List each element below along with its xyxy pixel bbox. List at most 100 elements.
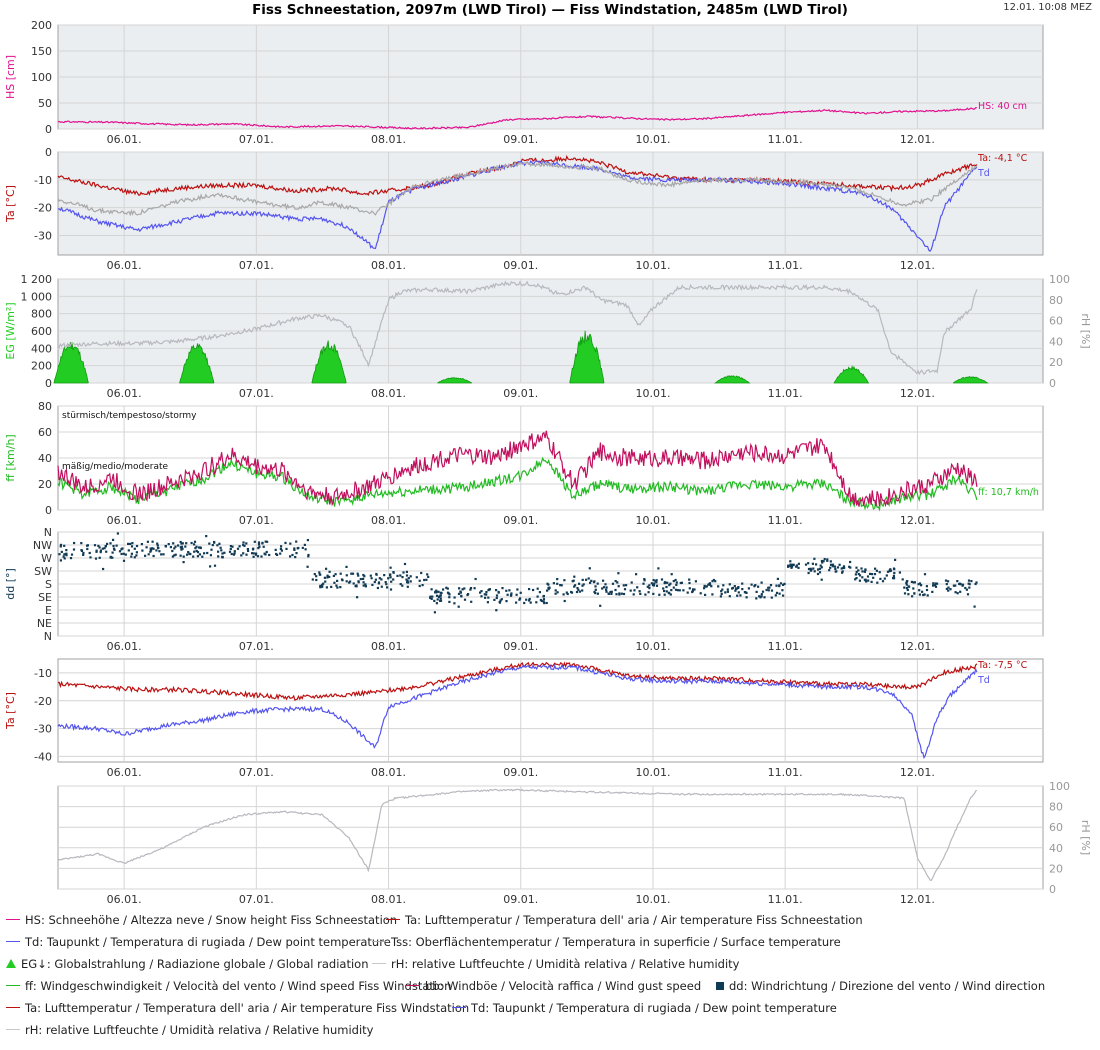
wind-direction-point <box>330 585 333 588</box>
wind-direction-point <box>370 577 373 580</box>
end-label-td: Td <box>977 168 990 179</box>
y-tick-label: W <box>41 552 52 565</box>
wind-direction-point <box>636 586 639 589</box>
wind-direction-point <box>205 535 208 538</box>
x-tick-label: 06.01. <box>107 259 142 272</box>
wind-direction-point <box>325 586 328 589</box>
wind-direction-point <box>760 581 763 584</box>
wind-direction-point <box>587 577 590 580</box>
wind-direction-point <box>643 578 646 581</box>
wind-direction-point <box>573 575 576 578</box>
wind-direction-point <box>403 562 407 566</box>
wind-direction-point <box>217 555 220 558</box>
wind-direction-point <box>854 573 857 576</box>
wind-direction-point <box>789 563 792 566</box>
wind-direction-point <box>872 576 875 579</box>
wind-direction-point <box>726 588 729 591</box>
wind-direction-point <box>284 541 287 544</box>
wind-direction-point <box>543 602 546 605</box>
x-tick-label: 12.01. <box>900 893 935 906</box>
legend-item: bb: Windböe / Velocità raffica / Wind gu… <box>406 979 701 993</box>
wind-direction-point <box>483 593 486 596</box>
wind-direction-point <box>922 593 925 597</box>
wind-direction-point <box>662 587 665 590</box>
wind-direction-point <box>435 602 438 605</box>
wind-direction-point <box>291 553 294 557</box>
wind-direction-point <box>708 582 711 585</box>
wind-direction-point <box>817 568 820 571</box>
wind-direction-point <box>638 590 641 593</box>
wind-direction-point <box>389 588 393 591</box>
wind-direction-point <box>907 593 910 596</box>
wind-direction-point <box>733 585 736 588</box>
wind-direction-point <box>152 554 155 558</box>
wind-direction-point <box>758 595 761 598</box>
x-tick-label: 06.01. <box>107 514 142 527</box>
wind-direction-point <box>849 560 852 564</box>
wind-direction-point <box>326 576 329 579</box>
wind-direction-point <box>322 582 325 585</box>
wind-direction-point <box>967 579 971 582</box>
wind-direction-point <box>838 563 841 566</box>
wind-direction-point <box>566 592 569 596</box>
wind-direction-point <box>815 563 818 566</box>
y-tick-label: -20 <box>34 695 52 708</box>
wind-direction-point <box>652 579 655 582</box>
wind-direction-point <box>901 578 904 581</box>
wind-direction-point <box>311 578 314 581</box>
wind-direction-point <box>389 573 392 576</box>
wind-direction-point <box>879 577 882 580</box>
wind-direction-point <box>194 547 197 550</box>
series-line-hs <box>57 107 977 130</box>
wind-direction-point <box>402 571 405 574</box>
wind-direction-point <box>303 543 306 546</box>
wind-direction-point <box>216 544 219 547</box>
x-tick-label: 07.01. <box>239 766 274 779</box>
wind-direction-point <box>720 592 723 596</box>
wind-direction-point <box>843 566 846 570</box>
wind-direction-point <box>218 542 221 545</box>
y-tick-label: 40 <box>38 452 52 465</box>
wind-direction-point <box>80 549 84 552</box>
wind-direction-point <box>647 591 650 594</box>
wind-direction-point <box>581 584 584 587</box>
wind-direction-point <box>336 586 339 589</box>
wind-direction-point <box>542 594 545 598</box>
wind-direction-point <box>459 590 462 593</box>
x-tick-label: 06.01. <box>107 893 142 906</box>
legend-label: EG↓: Globalstrahlung / Radiazione global… <box>21 957 369 971</box>
wind-direction-point <box>807 571 810 575</box>
wind-direction-point <box>792 563 795 566</box>
wind-direction-point <box>72 548 76 551</box>
wind-direction-point <box>439 594 442 597</box>
wind-direction-point <box>546 589 549 592</box>
wind-direction-point <box>399 574 402 577</box>
wind-direction-point <box>605 588 608 591</box>
wind-direction-point <box>369 574 372 577</box>
wind-direction-point <box>703 587 706 590</box>
wind-direction-point <box>655 584 659 587</box>
wind-direction-point <box>313 573 316 576</box>
legend-marker <box>386 919 400 920</box>
wind-direction-point <box>221 552 224 555</box>
wind-direction-point <box>293 548 296 551</box>
x-tick-label: 09.01. <box>503 893 538 906</box>
wind-direction-point <box>599 604 602 607</box>
wind-direction-point <box>728 583 731 586</box>
wind-direction-point <box>236 547 240 550</box>
wind-direction-point <box>542 598 546 601</box>
y-right-tick-label: 100 <box>1049 273 1070 286</box>
wind-direction-point <box>556 578 559 581</box>
wind-direction-point <box>787 565 790 568</box>
wind-direction-point <box>174 545 177 548</box>
wind-direction-point <box>889 569 893 572</box>
wind-direction-point <box>352 582 355 585</box>
wind-direction-point <box>378 577 381 580</box>
y-right-axis-label: rH [%] <box>1079 313 1092 348</box>
x-tick-label: 09.01. <box>503 640 538 653</box>
panel-frame <box>57 151 1044 256</box>
wind-direction-point <box>675 581 678 584</box>
wind-direction-point <box>536 595 539 598</box>
wind-direction-point <box>434 591 437 594</box>
wind-direction-point <box>823 558 826 561</box>
